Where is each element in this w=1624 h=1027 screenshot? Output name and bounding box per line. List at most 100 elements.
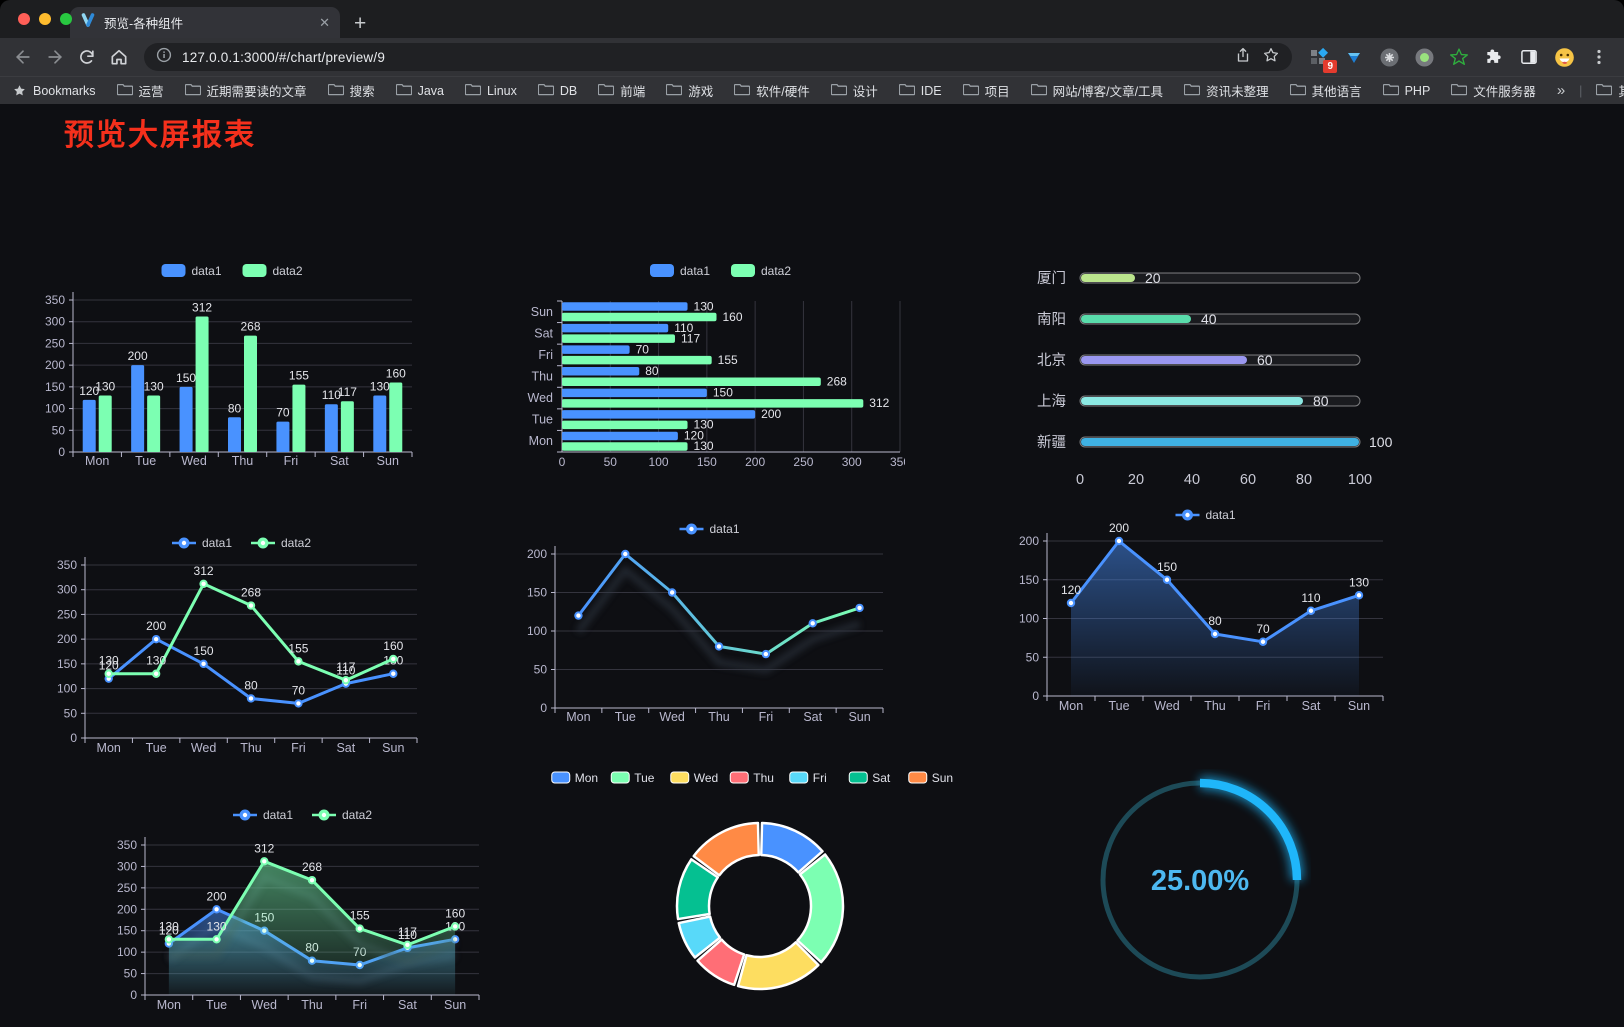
forward-button[interactable]: [42, 44, 68, 70]
progress-fill[interactable]: [1081, 356, 1247, 364]
bookmark-folder[interactable]: 搜索: [327, 81, 375, 100]
bookmark-folder[interactable]: 游戏: [666, 81, 713, 100]
data-point[interactable]: [355, 924, 364, 933]
reload-button[interactable]: [74, 44, 100, 70]
data-point[interactable]: [341, 675, 351, 685]
bar[interactable]: [562, 367, 640, 376]
data-point[interactable]: [621, 549, 630, 559]
legend-item-data2[interactable]: data2: [251, 536, 311, 550]
kebab-menu-icon[interactable]: [1588, 46, 1610, 68]
progress-fill[interactable]: [1081, 315, 1191, 323]
bar[interactable]: [98, 395, 112, 452]
bar[interactable]: [292, 384, 306, 452]
address-bar[interactable]: 127.0.0.1:3000/#/chart/preview/9: [144, 43, 1292, 71]
data-point[interactable]: [1354, 591, 1364, 600]
legend-item-data1[interactable]: data1: [233, 808, 293, 822]
bar[interactable]: [244, 335, 257, 452]
pie-slice-Fri[interactable]: [677, 915, 722, 959]
bookmark-folder[interactable]: 其他语言: [1289, 81, 1362, 100]
data-point[interactable]: [246, 601, 256, 610]
legend-item-data1[interactable]: data1: [650, 264, 710, 278]
bookmarks-manager[interactable]: Bookmarks: [12, 83, 96, 98]
minimize-window-button[interactable]: [39, 13, 51, 25]
tab-close-icon[interactable]: ✕: [319, 14, 330, 30]
data-point[interactable]: [1162, 575, 1172, 584]
zoom-window-button[interactable]: [60, 13, 72, 25]
close-window-button[interactable]: [18, 13, 30, 25]
bookmarks-overflow-button[interactable]: »: [1556, 82, 1566, 99]
bookmark-folder[interactable]: PHP: [1382, 81, 1430, 100]
site-info-icon[interactable]: [156, 47, 172, 68]
bookmark-folder[interactable]: 网站/博客/文章/工具: [1030, 81, 1163, 100]
data-point[interactable]: [761, 649, 771, 659]
data-point[interactable]: [294, 657, 303, 666]
legend-item-Fri[interactable]: Fri: [789, 771, 827, 785]
pie-slice-Sun[interactable]: [692, 821, 761, 877]
bar[interactable]: [195, 316, 209, 452]
bar[interactable]: [562, 355, 712, 365]
data-point[interactable]: [389, 669, 398, 678]
bookmark-folder[interactable]: 资讯未整理: [1183, 81, 1269, 100]
data-point[interactable]: [808, 619, 817, 628]
data-point[interactable]: [199, 659, 208, 669]
legend-item-Sat[interactable]: Sat: [848, 771, 891, 785]
bookmark-folder[interactable]: 软件/硬件: [734, 81, 810, 100]
bar[interactable]: [324, 404, 338, 452]
new-tab-button[interactable]: +: [354, 12, 367, 35]
data-point[interactable]: [260, 857, 269, 866]
bar[interactable]: [228, 417, 241, 452]
legend-item-Thu[interactable]: Thu: [729, 771, 774, 785]
bar[interactable]: [562, 345, 630, 354]
legend-item-data2[interactable]: data2: [242, 264, 303, 278]
bookmark-folder[interactable]: 项目: [962, 81, 1010, 100]
green-star-icon[interactable]: [1448, 46, 1470, 68]
data-point[interactable]: [1258, 637, 1268, 646]
data-point[interactable]: [450, 922, 460, 931]
circle-dot-icon[interactable]: [1413, 46, 1435, 68]
legend-item-data2[interactable]: data2: [731, 264, 791, 278]
pie-slice-Mon[interactable]: [759, 821, 824, 874]
bar[interactable]: [562, 420, 688, 430]
data-point[interactable]: [855, 603, 864, 613]
data-point[interactable]: [714, 642, 724, 651]
other-bookmarks-folder[interactable]: 其他书签: [1596, 81, 1624, 100]
bookmark-folder[interactable]: 文件服务器: [1451, 81, 1536, 100]
puzzle-icon[interactable]: [1483, 46, 1505, 68]
pie-slice-Wed[interactable]: [736, 941, 820, 991]
bar[interactable]: [340, 401, 354, 452]
data-point[interactable]: [389, 654, 398, 664]
progress-fill[interactable]: [1081, 274, 1135, 282]
bar[interactable]: [562, 377, 821, 387]
bar[interactable]: [147, 395, 161, 452]
bookmark-folder[interactable]: 前端: [598, 81, 645, 100]
bookmark-folder[interactable]: DB: [537, 81, 577, 100]
bar[interactable]: [562, 442, 688, 451]
data-point[interactable]: [104, 669, 113, 678]
back-button[interactable]: [10, 44, 36, 70]
legend-item-data1[interactable]: data1: [172, 536, 232, 550]
legend-item-data1[interactable]: data1: [1175, 508, 1236, 522]
data-point[interactable]: [212, 905, 221, 914]
side-panel-icon[interactable]: [1518, 46, 1540, 68]
bar[interactable]: [562, 431, 678, 441]
bookmark-folder[interactable]: 近期需要读的文章: [184, 81, 307, 100]
bar[interactable]: [562, 388, 707, 398]
legend-item-data1[interactable]: data1: [679, 522, 740, 536]
data-point[interactable]: [307, 875, 317, 885]
bar[interactable]: [562, 323, 669, 333]
data-point[interactable]: [1306, 606, 1316, 615]
legend-item-Wed[interactable]: Wed: [670, 771, 718, 785]
bar[interactable]: [562, 312, 717, 322]
bookmark-star-icon[interactable]: [1262, 46, 1280, 69]
data-point[interactable]: [246, 694, 256, 703]
bar[interactable]: [562, 334, 675, 343]
data-point[interactable]: [1066, 598, 1076, 608]
emoji-face-icon[interactable]: [1553, 46, 1575, 68]
data-point[interactable]: [294, 699, 303, 708]
bookmark-folder[interactable]: Linux: [464, 81, 517, 100]
data-point[interactable]: [1114, 536, 1124, 546]
data-point[interactable]: [574, 611, 583, 620]
data-point[interactable]: [151, 669, 161, 678]
bar[interactable]: [562, 302, 688, 311]
bar[interactable]: [276, 421, 290, 452]
